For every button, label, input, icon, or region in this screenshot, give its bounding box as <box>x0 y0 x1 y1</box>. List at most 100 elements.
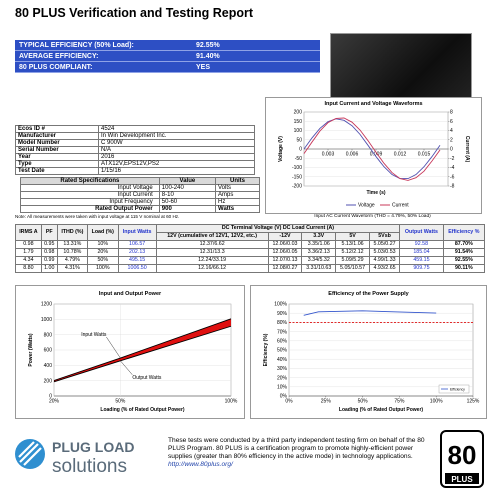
tests-cell: 4.99/1.33 <box>368 256 401 265</box>
summary-value: YES <box>192 61 320 73</box>
footer-url[interactable]: http://www.80plus.org/ <box>168 461 233 468</box>
x-tick-label: 20% <box>49 399 60 405</box>
tests-cell: 0.95 <box>40 240 58 249</box>
specs-row: Rated Output Power 900 Watts <box>20 205 260 213</box>
tests-cell: 1.79 <box>15 248 42 257</box>
tests-cell: 0.99 <box>40 256 58 265</box>
y-tick-label: -150 <box>292 174 302 180</box>
specs-header: Value <box>158 177 217 185</box>
y-tick-label: 200 <box>44 378 53 384</box>
note: Note: All measurements were taken with i… <box>15 214 180 219</box>
waveform-caption: Input AC Current Waveform (THD = 4.79%, … <box>314 214 431 219</box>
y2-axis-label: Current (A) <box>464 136 470 163</box>
tests-cell: 185.04 <box>399 248 444 257</box>
x-axis-label: Time (s) <box>366 190 385 196</box>
tests-cell: 202.13 <box>117 248 157 257</box>
y-tick-label: 40% <box>277 357 288 363</box>
y-tick-label: 0% <box>280 394 288 400</box>
tests-cell: 0.98 <box>15 240 42 249</box>
info-value: N/A <box>98 146 255 154</box>
x-tick-label: 0.015 <box>418 152 431 158</box>
tests-cell: 5.13/1.06 <box>335 240 370 249</box>
y-tick-label: 1200 <box>41 302 52 308</box>
report-title: 80 PLUS Verification and Testing Report <box>15 6 254 20</box>
tests-subheader: 3.3V <box>301 232 337 241</box>
summary-label: TYPICAL EFFICIENCY (50% Load): <box>15 40 192 51</box>
info-label: Test Date <box>15 167 99 175</box>
tests-cell: 1.00 <box>40 264 58 273</box>
summary-label: 80 PLUS COMPLIANT: <box>15 61 192 73</box>
tests-header: Input Watts <box>117 224 157 241</box>
x-tick-label: 0% <box>285 399 293 405</box>
tests-cell: 92.55% <box>442 256 486 265</box>
x-tick-label: 50% <box>358 399 369 405</box>
y-tick-label: 90% <box>277 311 288 317</box>
y2-tick-label: -6 <box>450 174 455 180</box>
specs-row: Input Frequency 50-60 Hz <box>20 198 260 206</box>
info-row: Type ATX12V,EPS12V,PS2 <box>15 160 255 168</box>
tests-cell: 12.06/0.05 <box>267 248 303 257</box>
y2-tick-label: 6 <box>450 119 453 125</box>
waveform-chart: Input Current and Voltage Waveforms-200-… <box>265 97 482 214</box>
y2-tick-label: 2 <box>450 137 453 143</box>
y2-tick-label: 0 <box>450 147 453 153</box>
tests-cell: 909.75 <box>399 264 444 273</box>
logo-bottom: solutions <box>52 456 127 477</box>
specs-header-row: Rated Specifications Value Units <box>20 177 260 185</box>
specs-cell: Watts <box>215 205 260 213</box>
tests-cell: 106.57 <box>117 240 157 249</box>
tests-cell: 4.93/2.65 <box>368 264 401 273</box>
power-chart: Input and Output Power 0 200 400 600 800 1000 1… <box>15 285 245 419</box>
tests-cell: 495.15 <box>117 256 157 265</box>
info-label: Manufacturer <box>15 132 99 140</box>
tests-cell: 5.12/2.12 <box>335 248 370 257</box>
tests-cell: 1006.50 <box>117 264 157 273</box>
80plus-badge: 80 PLUS <box>440 430 484 488</box>
y2-tick-label: -4 <box>450 165 455 171</box>
tests-subheader: 5V <box>335 232 370 241</box>
tests-header: PF <box>40 224 58 241</box>
specs-row: Input Current 8-10 Amps <box>20 191 260 199</box>
tests-cell: 12.24/33.19 <box>155 256 269 265</box>
efficiency-chart: Efficiency of the Power Supply 0% 10% 20% 30… <box>250 285 487 419</box>
specs-cell: Input Frequency <box>20 198 160 206</box>
plug-load-logo: PLUG LOAD solutions <box>15 439 134 477</box>
product-info-table: Ecos ID #4524 Manufacturer In Win Developm… <box>15 125 255 175</box>
y-tick-label: 70% <box>277 329 288 335</box>
badge-number: 80 <box>448 440 477 470</box>
tests-cell: 3.31/10.63 <box>301 264 337 273</box>
info-value: 1/15/16 <box>98 167 255 175</box>
y-tick-label: 100 <box>294 128 303 134</box>
series-line <box>303 310 437 316</box>
info-row: Test Date 1/15/16 <box>15 167 255 175</box>
badge-word: PLUS <box>451 475 473 484</box>
series-annotation: Input Watts <box>81 332 107 338</box>
y-tick-label: 800 <box>44 332 53 338</box>
x-tick-label: 50% <box>115 399 126 405</box>
x-tick-label: 0.003 <box>322 152 335 158</box>
badge-band <box>445 473 479 484</box>
tests-cell: 5.05/10.57 <box>335 264 370 273</box>
specs-row: Input Voltage 100-240 Volts <box>20 184 260 192</box>
tests-header: IRMS A <box>15 224 42 241</box>
tests-cell: 4.79% <box>56 256 88 265</box>
tests-cell: 5.09/5.29 <box>335 256 370 265</box>
tests-cell: 92.58 <box>399 240 444 249</box>
tests-header: Efficiency % <box>442 224 486 241</box>
info-label: Year <box>15 153 99 161</box>
y-tick-label: -50 <box>295 156 302 162</box>
tests-cell: 50% <box>86 256 119 265</box>
tests-cell: 8.80 <box>15 264 42 273</box>
series-line <box>303 117 441 181</box>
y-tick-label: 0 <box>49 394 52 400</box>
tests-cell: 12.16/66.12 <box>155 264 269 273</box>
tests-cell: 3.34/5.32 <box>301 256 337 265</box>
y-axis-label: Power (Watts) <box>28 333 34 366</box>
annotation-pointer <box>106 336 121 359</box>
info-value: In Win Development Inc. <box>98 132 255 140</box>
tests-cell: 10.78% <box>56 248 88 257</box>
x-tick-label: 100% <box>430 399 443 405</box>
info-value: 2016 <box>98 153 255 161</box>
y-tick-label: 200 <box>294 110 303 116</box>
